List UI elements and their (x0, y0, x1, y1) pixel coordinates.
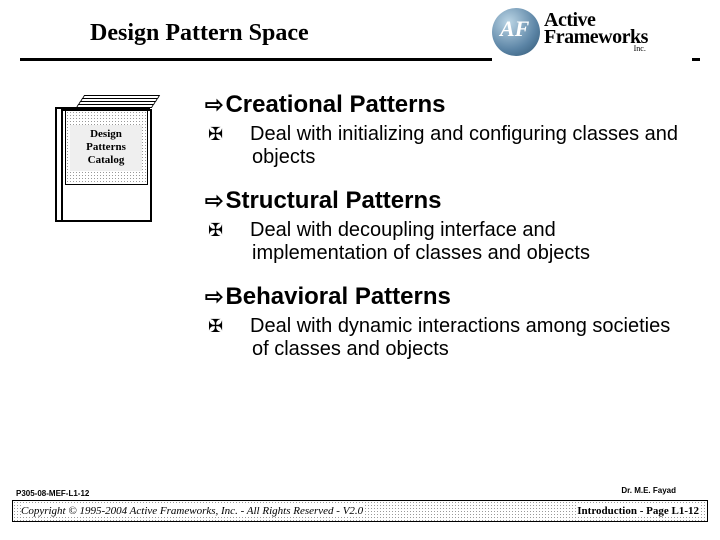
footer-author: Dr. M.E. Fayad (621, 486, 676, 495)
arrow-icon: ⇨ (205, 92, 223, 117)
section-body: ✠Deal with initializing and configuring … (252, 123, 720, 169)
footer-copyright: Copyright © 1995-2004 Active Frameworks,… (21, 505, 363, 517)
slide-footer: Dr. M.E. Fayad P305-08-MEF-L1-12 Copyrig… (12, 489, 708, 522)
body-text: Deal with decoupling interface and imple… (250, 219, 590, 264)
maltese-icon: ✠ (230, 124, 250, 145)
body-text: Deal with initializing and configuring c… (250, 123, 678, 168)
logo-mark: AF (492, 8, 540, 56)
maltese-icon: ✠ (230, 316, 250, 337)
content-area: ⇨Creational Patterns ✠Deal with initiali… (0, 85, 720, 379)
footer-bar: Copyright © 1995-2004 Active Frameworks,… (12, 500, 708, 522)
logo-text: Active Frameworks Inc. (544, 12, 648, 53)
body-text: Deal with dynamic interactions among soc… (250, 315, 670, 360)
arrow-icon: ⇨ (205, 284, 223, 309)
footer-page: Introduction - Page L1-12 (577, 505, 699, 517)
section-heading: ⇨Behavioral Patterns (205, 283, 720, 311)
heading-text: Creational Patterns (225, 91, 445, 118)
maltese-icon: ✠ (230, 220, 250, 241)
arrow-icon: ⇨ (205, 188, 223, 213)
heading-text: Behavioral Patterns (225, 283, 450, 310)
footer-code: P305-08-MEF-L1-12 (16, 489, 708, 498)
section-heading: ⇨Creational Patterns (205, 91, 720, 119)
slide-title: Design Pattern Space (90, 20, 309, 47)
company-logo: AF Active Frameworks Inc. (492, 2, 692, 62)
slide-header: Design Pattern Space AF Active Framework… (0, 0, 720, 85)
heading-text: Structural Patterns (225, 187, 441, 214)
section-body: ✠Deal with decoupling interface and impl… (252, 219, 720, 265)
section-body: ✠Deal with dynamic interactions among so… (252, 315, 720, 361)
section-heading: ⇨Structural Patterns (205, 187, 720, 215)
